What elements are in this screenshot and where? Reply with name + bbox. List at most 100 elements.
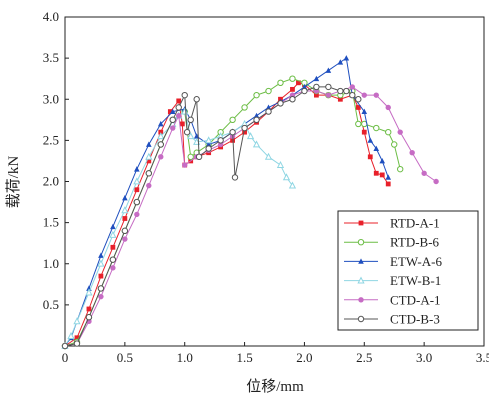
data-point <box>195 153 203 161</box>
data-point <box>367 137 374 143</box>
data-point <box>373 124 380 132</box>
data-point <box>379 157 386 164</box>
legend-label: ETW-A-6 <box>390 254 442 269</box>
x-tick-label: 0.5 <box>117 350 133 365</box>
data-point <box>110 244 116 250</box>
data-point <box>379 172 385 178</box>
x-tick-label: 1.5 <box>236 350 252 365</box>
data-point <box>122 216 128 221</box>
legend-box <box>337 210 479 331</box>
x-tick-label: 2.5 <box>356 350 372 365</box>
legend-label: RTD-B-6 <box>390 235 440 250</box>
y-tick-label: 4.0 <box>43 9 59 24</box>
series-line <box>64 86 359 347</box>
x-tick-label: 3.5 <box>476 350 489 365</box>
data-point <box>134 166 140 172</box>
legend-label: RTD-A-1 <box>390 216 440 231</box>
data-point <box>253 116 260 124</box>
data-point <box>349 91 356 99</box>
data-point <box>337 87 344 95</box>
data-point <box>313 75 320 82</box>
data-point <box>133 198 141 206</box>
data-point <box>133 177 141 185</box>
x-tick-label: 1.0 <box>177 350 193 365</box>
data-point <box>158 129 164 135</box>
data-point <box>421 170 427 176</box>
data-point <box>361 92 367 98</box>
data-point <box>241 124 248 132</box>
data-point <box>373 145 380 151</box>
data-point <box>187 116 194 124</box>
data-point <box>109 256 117 263</box>
data-point <box>157 132 165 140</box>
legend-swatch-marker <box>358 220 364 226</box>
data-point <box>355 105 361 110</box>
data-point <box>229 128 236 136</box>
legend-label: CTD-B-3 <box>390 312 440 327</box>
data-point <box>385 174 392 180</box>
legend-swatch-marker <box>357 315 365 323</box>
data-point <box>205 136 213 144</box>
data-point <box>73 340 81 347</box>
data-point <box>264 152 273 160</box>
data-point <box>337 96 343 102</box>
x-tick-label: 3.0 <box>416 350 432 365</box>
legend-item: CTD-B-3 <box>344 312 440 327</box>
data-point <box>146 158 152 164</box>
data-point <box>175 104 182 111</box>
data-point <box>170 125 176 131</box>
data-point <box>67 332 75 340</box>
data-point <box>313 83 320 91</box>
data-point <box>110 265 116 271</box>
y-tick-label: 0.5 <box>43 297 59 312</box>
data-point <box>74 335 80 341</box>
legend-label: ETW-B-1 <box>390 273 441 288</box>
data-point <box>98 293 104 300</box>
data-point <box>361 129 367 135</box>
data-point <box>157 141 164 148</box>
data-point <box>289 75 296 82</box>
y-tick-label: 2.0 <box>43 174 59 189</box>
data-point <box>179 121 185 127</box>
data-point <box>277 79 284 87</box>
data-point <box>276 160 285 168</box>
data-point <box>355 120 362 128</box>
data-point <box>385 104 391 111</box>
data-point <box>385 181 391 187</box>
data-point <box>246 132 255 140</box>
data-point <box>97 259 105 267</box>
data-point <box>253 91 260 99</box>
data-point <box>98 273 104 279</box>
data-point <box>265 87 272 95</box>
data-point <box>314 92 319 98</box>
y-axis-label: 载荷/kN <box>5 156 22 209</box>
data-point <box>290 86 295 92</box>
data-point <box>337 59 344 65</box>
data-point <box>193 96 200 103</box>
data-point <box>110 223 116 230</box>
data-point <box>121 227 129 235</box>
data-point <box>397 165 404 173</box>
x-axis-label: 位移/mm <box>246 378 304 395</box>
data-point <box>409 150 415 156</box>
data-point <box>205 141 212 147</box>
data-point <box>122 194 128 201</box>
legend-swatch-marker <box>357 276 365 284</box>
data-point <box>349 84 356 90</box>
data-point <box>85 314 93 321</box>
data-point <box>433 178 439 185</box>
series-layer <box>61 55 439 350</box>
data-point <box>122 236 128 242</box>
data-point <box>397 129 403 135</box>
legend-label: CTD-A-1 <box>390 292 441 307</box>
data-point <box>205 145 212 152</box>
data-point <box>182 162 188 168</box>
data-point <box>241 104 248 111</box>
x-tick-label: 2.0 <box>296 350 312 365</box>
data-point <box>134 187 140 193</box>
y-tick-label: 2.5 <box>43 132 59 147</box>
data-point <box>252 140 261 148</box>
data-point <box>97 285 105 292</box>
data-point <box>85 288 93 296</box>
